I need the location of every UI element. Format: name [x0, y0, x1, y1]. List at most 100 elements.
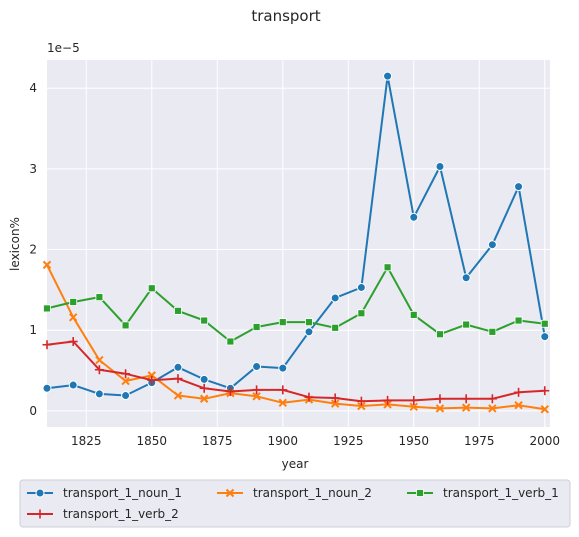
data-point: [435, 161, 445, 171]
data-point: [147, 375, 157, 385]
data-point: [461, 403, 471, 412]
marker-stroke: [68, 313, 78, 322]
data-point: [252, 392, 261, 401]
marker-stroke: [278, 398, 287, 408]
data-point: [278, 318, 287, 327]
data-point: [174, 306, 182, 315]
data-point: [278, 398, 287, 408]
data-point: [331, 323, 340, 332]
marker-stroke: [95, 355, 104, 365]
data-point: [330, 293, 340, 303]
data-point: [121, 321, 130, 330]
series-transport_1_verb_1: [43, 263, 549, 346]
marker-stroke: [540, 405, 549, 414]
data-point: [42, 260, 52, 270]
y-axis-label: lexicon%: [8, 217, 22, 271]
data-point: [173, 362, 183, 372]
plot-area: [47, 60, 550, 427]
data-point: [199, 374, 209, 384]
data-point: [199, 394, 209, 403]
data-point: [330, 399, 340, 408]
data-point: [278, 385, 288, 395]
marker-stroke: [225, 488, 235, 498]
x-tick-label: 1975: [464, 434, 495, 448]
data-point: [42, 383, 52, 393]
grid-lines: [47, 60, 550, 427]
data-point: [514, 401, 523, 410]
data-point: [540, 386, 550, 396]
legend-marker: [416, 489, 424, 497]
legend-marker: [225, 488, 235, 498]
marker-stroke: [514, 401, 523, 410]
data-point: [487, 240, 497, 250]
marker-stroke: [252, 392, 261, 401]
y-axis-offset-label: 1e−5: [47, 41, 80, 55]
x-axis-label: year: [282, 457, 309, 471]
data-point: [95, 293, 104, 302]
x-tick-label: 1825: [71, 434, 102, 448]
y-axis-ticks: 0 1 2 3 4: [29, 81, 37, 418]
legend-item: transport_1_noun_2: [217, 486, 372, 500]
y-tick-label: 2: [29, 243, 37, 257]
data-point: [461, 273, 471, 283]
data-point: [435, 394, 445, 404]
data-point: [278, 363, 288, 373]
data-point: [42, 340, 52, 350]
data-point: [252, 362, 262, 372]
marker-stroke: [435, 404, 445, 413]
data-point: [540, 319, 549, 328]
x-tick-label: 1850: [137, 434, 168, 448]
series-transport_1_verb_2: [42, 337, 550, 406]
series-transport_1_noun_1: [42, 71, 550, 401]
data-point: [409, 310, 418, 319]
data-point: [488, 327, 497, 336]
marker-stroke: [461, 403, 471, 412]
data-point: [94, 389, 104, 399]
data-point: [68, 337, 78, 347]
marker-stroke: [199, 394, 209, 403]
legend-label: transport_1_noun_2: [253, 486, 372, 500]
data-point: [356, 396, 366, 406]
data-point: [488, 404, 497, 413]
x-tick-label: 1950: [398, 434, 429, 448]
data-point: [514, 182, 524, 192]
series-layer: [42, 71, 550, 414]
marker-stroke: [409, 402, 418, 412]
data-point: [173, 374, 183, 384]
data-point: [487, 394, 497, 404]
series-line: [46, 266, 545, 343]
series-transport_1_noun_2: [42, 260, 549, 414]
data-point: [514, 316, 523, 325]
y-tick-label: 1: [29, 323, 37, 337]
data-point: [121, 369, 131, 379]
legend-box: [19, 479, 571, 528]
data-point: [514, 387, 524, 397]
chart-title: transport: [251, 7, 320, 25]
data-point: [383, 71, 393, 81]
legend-label: transport_1_noun_1: [63, 486, 182, 500]
data-point: [69, 298, 78, 306]
marker-stroke: [42, 260, 52, 270]
data-point: [461, 394, 471, 404]
x-axis-ticks: 1825 1850 1875 1900 1925 1950 1975 2000: [71, 434, 560, 448]
y-tick-label: 0: [29, 404, 37, 418]
y-tick-label: 3: [29, 162, 37, 176]
x-tick-label: 1900: [268, 434, 299, 448]
data-point: [409, 395, 419, 405]
x-tick-label: 1875: [202, 434, 233, 448]
legend: transport_1_noun_1 transport_1_noun_2 tran…: [19, 479, 571, 528]
legend-label: transport_1_verb_1: [443, 486, 559, 500]
marker-stroke: [173, 391, 183, 400]
marker-stroke: [121, 376, 130, 386]
series-line: [46, 264, 545, 411]
marker-stroke: [147, 371, 156, 380]
x-tick-label: 2000: [529, 434, 560, 448]
data-point: [147, 371, 156, 380]
data-point: [121, 376, 130, 386]
legend-label: transport_1_verb_2: [63, 507, 179, 521]
series-line: [46, 75, 546, 397]
x-tick-label: 1925: [333, 434, 364, 448]
data-point: [540, 332, 550, 342]
data-point: [356, 282, 366, 292]
